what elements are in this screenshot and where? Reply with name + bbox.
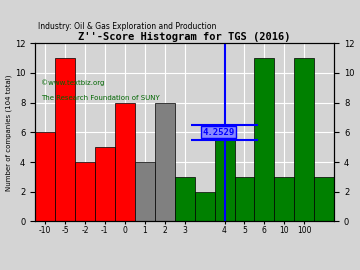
Bar <box>95 147 115 221</box>
Bar <box>294 58 314 221</box>
Text: ©www.textbiz.org: ©www.textbiz.org <box>41 79 104 86</box>
Bar <box>135 162 155 221</box>
Text: Industry: Oil & Gas Exploration and Production: Industry: Oil & Gas Exploration and Prod… <box>38 22 216 31</box>
Bar <box>274 177 294 221</box>
Bar <box>35 132 55 221</box>
Bar <box>55 58 75 221</box>
Bar <box>155 103 175 221</box>
Bar <box>115 103 135 221</box>
Bar <box>195 192 215 221</box>
Bar <box>255 58 274 221</box>
Bar <box>314 177 334 221</box>
Bar <box>215 132 234 221</box>
Bar <box>75 162 95 221</box>
Text: The Research Foundation of SUNY: The Research Foundation of SUNY <box>41 95 160 101</box>
Text: 4.2529: 4.2529 <box>202 128 235 137</box>
Y-axis label: Number of companies (104 total): Number of companies (104 total) <box>5 74 12 191</box>
Bar <box>234 177 255 221</box>
Title: Z''-Score Histogram for TGS (2016): Z''-Score Histogram for TGS (2016) <box>78 32 291 42</box>
Bar <box>175 177 195 221</box>
